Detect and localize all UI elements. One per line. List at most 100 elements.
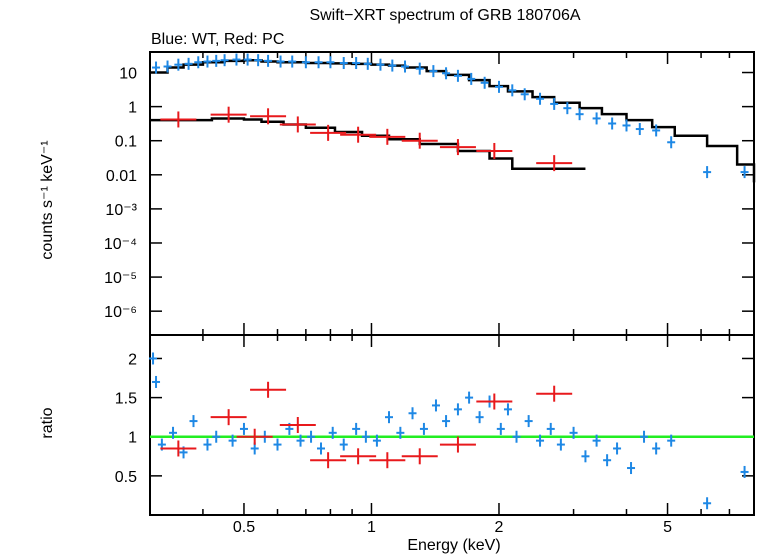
ratio-wt-point [189, 415, 198, 428]
ratio-panel: 0.5 1 2 5 0.5 1 1.5 2 [115, 334, 755, 536]
spectrum-wt-point [184, 57, 193, 70]
ratio-wt-point [524, 415, 533, 428]
ratio-frame [149, 334, 755, 516]
ratio-wt-point [361, 430, 370, 443]
ratio-wt-point [296, 434, 305, 447]
spectrum-wt-point [592, 112, 601, 125]
ratio-wt-point [372, 434, 381, 447]
ratio-pc-point [340, 448, 377, 465]
ratio-wt-point [613, 442, 622, 455]
spectrum-pc-point [210, 106, 247, 123]
ratio-wt-point [203, 438, 212, 451]
ratio-pc-point [401, 448, 438, 465]
spectrum-frame [149, 51, 755, 336]
spectrum-wt-point [520, 88, 529, 101]
spectrum-pc-point [250, 108, 287, 125]
ratio-wt-point [556, 438, 565, 451]
ratio-wt-point [212, 430, 221, 443]
ratio-wt-point [546, 422, 555, 435]
ratio-wt-point [496, 422, 505, 435]
spectrum-y-tick-label: 1 [128, 100, 137, 117]
ratio-y-tick-label: 0.5 [115, 469, 137, 486]
spectrum-wt-point [415, 62, 424, 75]
spectrum-wt-point [314, 56, 323, 69]
ratio-wt-point [273, 438, 282, 451]
ratio-wt-point [431, 399, 440, 412]
spectrum-wt-point [652, 124, 661, 137]
ratio-wt-point [569, 426, 578, 439]
ratio-pc-point [279, 417, 316, 433]
ratio-wt-point [419, 422, 428, 435]
x-tick-label: 2 [495, 519, 504, 536]
spectrum-wt-point [536, 92, 545, 105]
spectrum-wt-point [288, 55, 297, 68]
spectrum-wt-point [622, 119, 631, 132]
spectrum-pc-point [536, 155, 573, 172]
spectrum-wt-point [194, 56, 203, 69]
ratio-wt-point [169, 426, 178, 439]
spectrum-pc-point [160, 111, 197, 128]
ratio-pc-point [310, 452, 347, 469]
spectrum-wt-point [254, 54, 263, 67]
spectrum-wt-point [243, 53, 252, 66]
spectrum-pc-point [279, 116, 316, 133]
spectrum-wt-point [163, 60, 172, 73]
chart-subtitle: Blue: WT, Red: PC [151, 31, 284, 48]
ratio-pc-point [439, 436, 476, 453]
ratio-y-tick-label: 1 [128, 430, 137, 447]
ratio-pc-point [160, 440, 197, 457]
spectrum-wt-point [442, 67, 451, 80]
spectrum-wt-point [480, 76, 489, 89]
spectrum-wt-point [363, 57, 372, 70]
ratio-wt-point [239, 422, 248, 435]
spectrum-pc-point [340, 126, 377, 143]
ratio-wt-point [385, 411, 394, 424]
spectrum-wt-point [608, 117, 617, 130]
ratio-wt-point [149, 352, 158, 365]
spectrum-wt-point [301, 56, 310, 69]
ratio-wt-point [339, 438, 348, 451]
ratio-pc-point [476, 393, 513, 410]
ratio-pc-point [236, 428, 273, 445]
pc-model-line [150, 117, 586, 171]
ratio-wt-point [503, 403, 512, 416]
spectrum-wt-point [508, 84, 517, 97]
spectrum-y-tick-label: 0.01 [106, 168, 137, 185]
spectrum-y-tick-label: 0.1 [115, 134, 137, 151]
spectrum-wt-point [220, 54, 229, 67]
ratio-wt-point [316, 442, 325, 455]
spectrum-wt-point [740, 166, 749, 179]
x-tick-label: 5 [663, 519, 672, 536]
ratio-y-axis-label: ratio [39, 407, 56, 438]
spectrum-wt-point [667, 136, 676, 149]
ratio-wt-point [640, 430, 649, 443]
spectrum-y-axis-label: counts s⁻¹ keV⁻¹ [39, 140, 56, 259]
ratio-wt-point [228, 434, 237, 447]
spectrum-wt-point [703, 166, 712, 179]
spectrum-wt-point [635, 123, 644, 136]
spectrum-pc-point [310, 124, 347, 141]
spectrum-wt-point [339, 57, 348, 70]
spectrum-wt-point [264, 54, 273, 67]
ratio-wt-point [703, 497, 712, 510]
ratio-wt-point [328, 426, 337, 439]
ratio-wt-point [453, 403, 462, 416]
spectrum-panel: 10 1 0.1 0.01 10⁻³ 10⁻⁴ 10⁻⁵ 10⁻⁶ [104, 51, 756, 336]
ratio-wt-point [307, 430, 316, 443]
spectrum-wt-point [212, 54, 221, 67]
ratio-wt-point [475, 411, 484, 424]
x-tick-label: 1 [367, 519, 376, 536]
spectrum-wt-point [467, 72, 476, 85]
spectrum-pc-point [476, 142, 513, 159]
ratio-wt-point [652, 442, 661, 455]
x-tick-label: 0.5 [233, 519, 255, 536]
spectrum-pc-point [369, 128, 406, 145]
spectrum-wt-point [550, 97, 559, 110]
spectrum-y-tick-label: 10⁻³ [105, 202, 137, 219]
wt-model-line [150, 58, 756, 183]
ratio-wt-point [536, 434, 545, 447]
spectrum-wt-point [494, 80, 503, 93]
ratio-pc-point [250, 381, 287, 398]
ratio-wt-point [352, 422, 361, 435]
ratio-wt-point [581, 450, 590, 463]
